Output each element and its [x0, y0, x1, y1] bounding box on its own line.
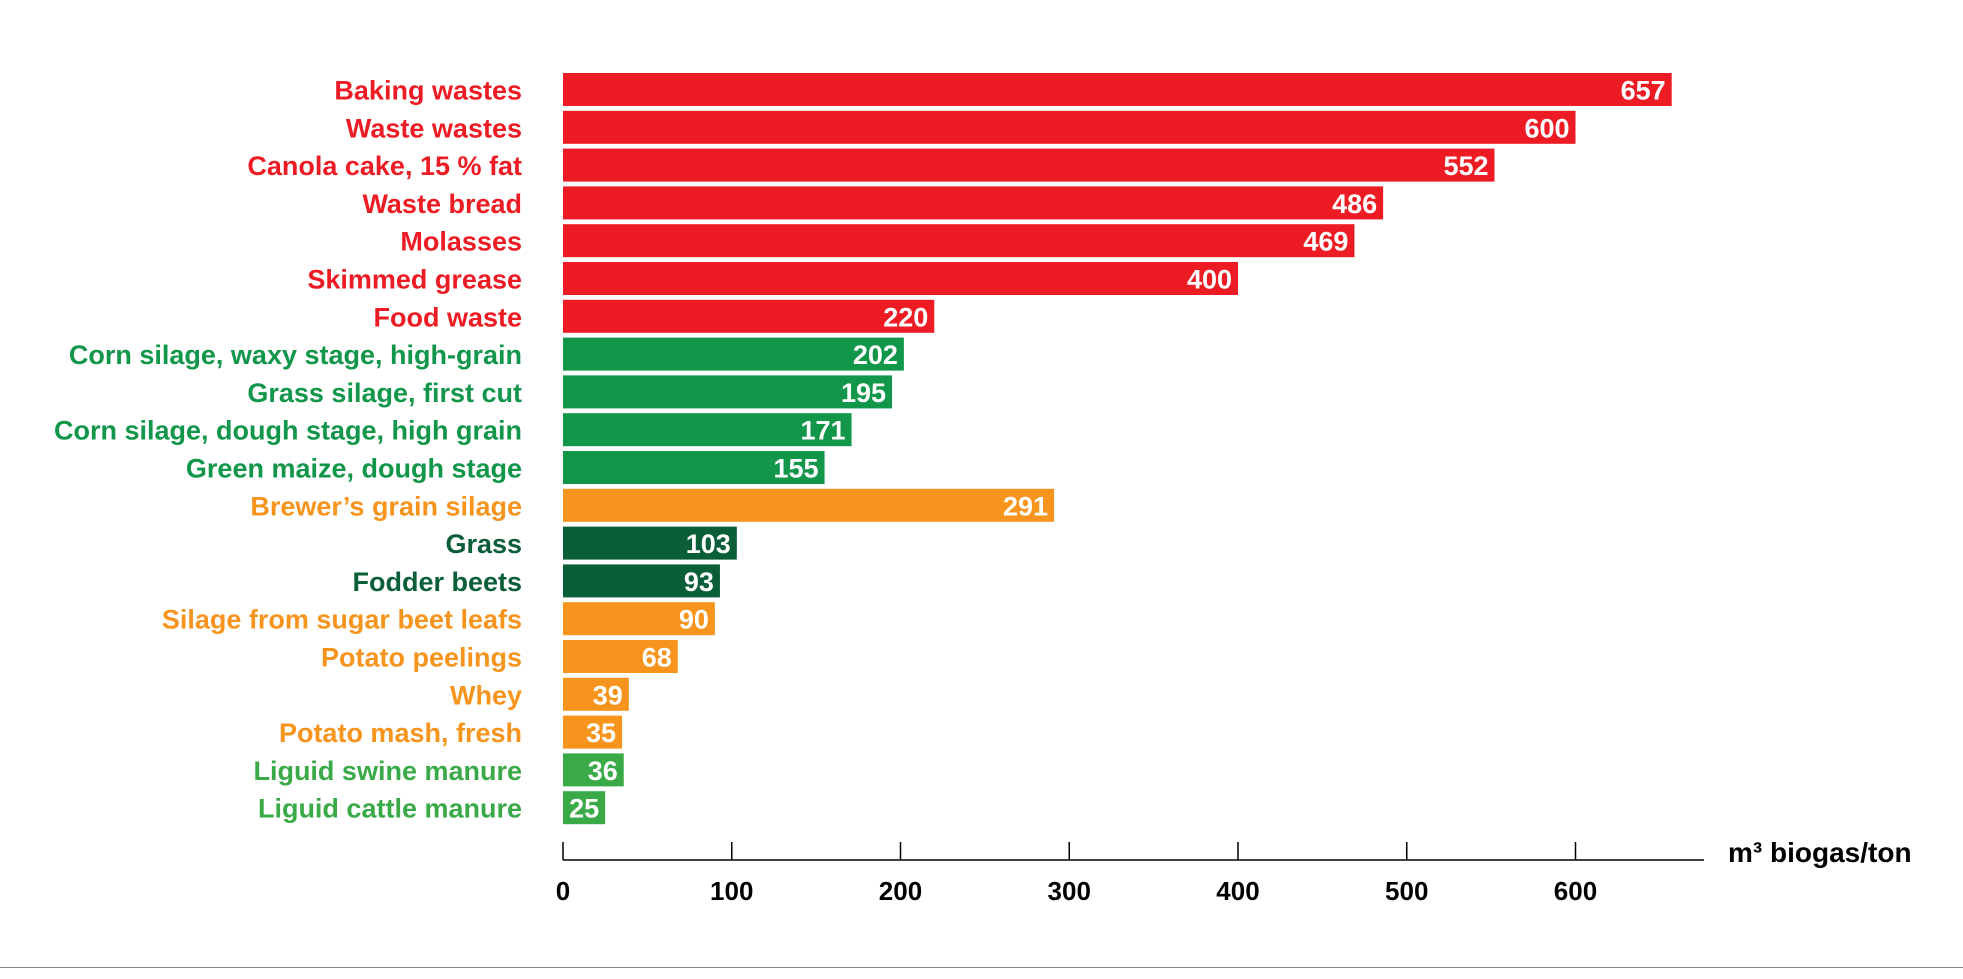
value-label: 36 [588, 756, 618, 786]
value-label: 93 [684, 567, 714, 597]
x-tick-label: 200 [879, 876, 922, 906]
x-axis-title: m³ biogas/ton [1728, 837, 1912, 868]
x-axis: m³ biogas/ton 0 100 200 300 400 500 600 [556, 837, 1912, 906]
bar-group: Molasses 469 [400, 224, 1355, 258]
value-label: 171 [801, 416, 846, 446]
bar [563, 73, 1672, 106]
bar-group: Green maize, dough stage 155 [186, 451, 825, 484]
bar [563, 262, 1238, 295]
category-label: Skimmed grease [307, 265, 522, 295]
bar-group: Fodder beets 93 [352, 564, 720, 598]
bar [563, 375, 893, 409]
bar [563, 526, 737, 560]
category-label: Waste bread [362, 189, 522, 219]
value-label: 220 [883, 302, 928, 332]
value-label: 90 [679, 605, 709, 635]
bar-group: Liguid swine manure 36 [253, 753, 624, 787]
bar [563, 791, 606, 825]
bar-group: Potato peelings 68 [321, 640, 678, 673]
bar [563, 186, 1384, 220]
bar-group: Grass 103 [445, 526, 737, 560]
value-label: 39 [593, 680, 623, 710]
category-label: Canola cake, 15 % fat [247, 151, 522, 181]
bar-group: Liguid cattle manure 25 [258, 791, 606, 825]
bar-group: Canola cake, 15 % fat 552 [247, 148, 1495, 182]
value-label: 202 [853, 340, 898, 370]
category-label: Liguid cattle manure [258, 794, 522, 824]
value-label: 103 [686, 529, 731, 559]
x-tick-label: 600 [1554, 876, 1597, 906]
value-label: 35 [586, 718, 616, 748]
category-label: Fodder beets [352, 567, 522, 597]
category-label: Potato peelings [321, 643, 522, 673]
value-label: 657 [1621, 76, 1666, 106]
bar [563, 677, 629, 711]
x-tick-label: 0 [556, 876, 570, 906]
bar-group: Silage from sugar beet leafs 90 [162, 602, 715, 636]
bar [563, 337, 904, 371]
value-label: 25 [569, 794, 599, 824]
bar-group: Skimmed grease 400 [307, 262, 1238, 295]
x-tick-label: 500 [1385, 876, 1428, 906]
value-label: 552 [1443, 151, 1488, 181]
category-label: Whey [450, 680, 522, 710]
category-label: Green maize, dough stage [186, 454, 522, 484]
bar-group: Food waste 220 [373, 299, 935, 333]
bar [563, 715, 623, 749]
category-label: Waste wastes [346, 113, 522, 143]
bar [563, 640, 678, 673]
bar-group: Baking wastes 657 [334, 73, 1672, 106]
bar [563, 488, 1055, 522]
bar [563, 299, 935, 333]
bar-group: Grass silage, first cut 195 [247, 375, 893, 409]
category-label: Baking wastes [334, 76, 522, 106]
category-label: Food waste [373, 302, 522, 332]
value-label: 600 [1524, 113, 1569, 143]
x-tick-label: 300 [1048, 876, 1091, 906]
value-label: 68 [642, 643, 672, 673]
bar [563, 413, 852, 447]
category-label: Corn silage, dough stage, high grain [54, 416, 522, 446]
bar-group: Waste bread 486 [362, 186, 1384, 220]
bar [563, 110, 1576, 144]
category-label: Liguid swine manure [253, 756, 522, 786]
bar-group: Brewer’s grain silage 291 [250, 488, 1055, 522]
category-label: Silage from sugar beet leafs [162, 605, 522, 635]
bars-layer: Baking wastes 657 Waste wastes 600 Canola ca… [54, 73, 1672, 825]
x-tick-label: 100 [710, 876, 753, 906]
value-label: 400 [1187, 265, 1232, 295]
category-label: Potato mash, fresh [279, 718, 522, 748]
bar [563, 224, 1355, 258]
category-label: Grass silage, first cut [247, 378, 522, 408]
bar [563, 753, 624, 787]
category-label: Grass [445, 529, 522, 559]
bar-group: Waste wastes 600 [346, 110, 1576, 144]
bar [563, 564, 720, 598]
value-label: 469 [1303, 227, 1348, 257]
bar-group: Corn silage, dough stage, high grain 171 [54, 413, 852, 447]
bar-group: Potato mash, fresh 35 [279, 715, 623, 749]
x-tick-label: 400 [1216, 876, 1259, 906]
category-label: Corn silage, waxy stage, high-grain [69, 340, 522, 370]
bar [563, 602, 715, 636]
value-label: 155 [774, 454, 819, 484]
bottom-divider [0, 967, 1963, 968]
category-label: Molasses [400, 227, 522, 257]
value-label: 486 [1332, 189, 1377, 219]
value-label: 195 [841, 378, 886, 408]
bar [563, 148, 1495, 182]
bar-group: Corn silage, waxy stage, high-grain 202 [69, 337, 904, 371]
bar-group: Whey 39 [450, 677, 629, 711]
value-label: 291 [1003, 491, 1048, 521]
bar [563, 451, 825, 484]
category-label: Brewer’s grain silage [250, 491, 522, 521]
